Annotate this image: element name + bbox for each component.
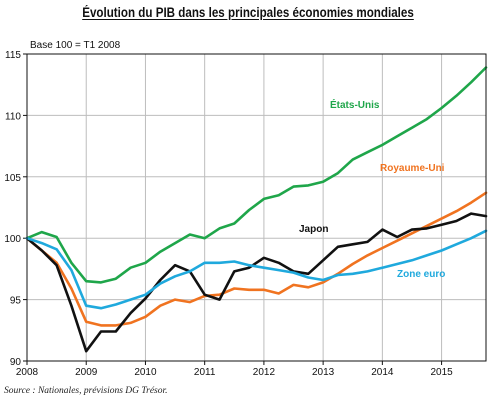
plot-frame	[26, 53, 487, 362]
y-tick-label: 95	[10, 296, 22, 307]
grid-lines	[27, 54, 486, 361]
series-label: Zone euro	[397, 269, 445, 280]
y-tick-label: 110	[5, 111, 21, 122]
x-tick-label: 2011	[194, 367, 216, 378]
y-tick-label: 105	[4, 173, 21, 184]
x-axis-ticks: 2008 2009 2010 2011 2012 2013 2014 2015	[16, 361, 453, 378]
x-tick-label: 2010	[134, 367, 157, 378]
x-tick-label: 2008	[16, 367, 39, 378]
series-line	[25, 229, 488, 310]
chart-subtitle: Base 100 = T1 2008	[30, 40, 121, 51]
series-line	[25, 66, 488, 284]
y-tick-label: 100	[4, 234, 21, 245]
series-line	[25, 212, 488, 353]
series-labels: États-Unis Royaume-Uni Japon Zone euro	[299, 98, 445, 280]
series-label: États-Unis	[330, 98, 380, 111]
x-tick-label: 2009	[75, 367, 98, 378]
y-tick-label: 115	[5, 50, 21, 61]
source-note: Source : Nationales, prévisions DG Tréso…	[4, 386, 168, 396]
series-label: Royaume-Uni	[380, 163, 445, 174]
x-tick-label: 2012	[253, 367, 276, 378]
series-label: Japon	[299, 224, 328, 235]
x-tick-label: 2013	[312, 367, 335, 378]
x-tick-label: 2014	[371, 367, 394, 378]
y-tick-label: 90	[10, 357, 22, 368]
y-axis-ticks: 90 95 100 105 110 115	[4, 50, 27, 368]
series-lines	[25, 66, 488, 353]
chart-title: Évolution du PIB dans les principales éc…	[82, 5, 414, 20]
x-tick-label: 2015	[430, 367, 453, 378]
series-line	[25, 191, 488, 327]
